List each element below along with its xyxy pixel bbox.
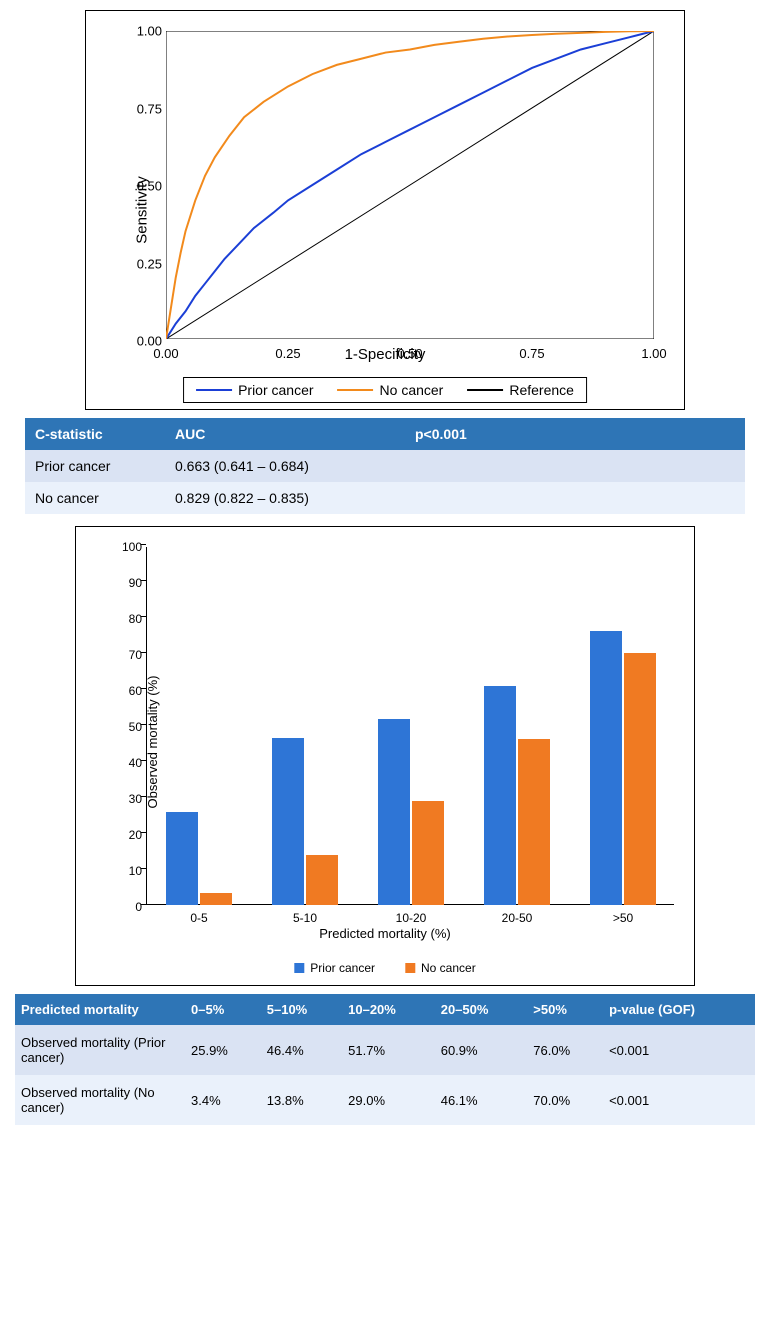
bar-ytick: 90 [114,576,142,590]
roc-xtick: 0.25 [275,346,300,361]
roc-svg [166,31,654,339]
th: >50% [527,994,603,1025]
roc-xtick: 0.75 [519,346,544,361]
roc-xlabel: 1-Specificity [345,346,426,363]
roc-legend: Prior cancer No cancer Reference [183,377,587,403]
square-swatch-icon [294,963,304,973]
cell: Observed mortality (No cancer) [15,1075,185,1125]
th: Predicted mortality [15,994,185,1025]
cell: Observed mortality (Prior cancer) [15,1025,185,1075]
line-swatch-icon [467,389,503,391]
cell: 29.0% [342,1075,435,1125]
bar-legend-nocancer: No cancer [405,961,476,975]
bar-nocancer [518,739,550,905]
bar-category-label: 10-20 [396,911,427,925]
bar-plot-area: 0-55-1010-2020-50>50 [146,547,674,905]
bar-prior [378,719,410,905]
roc-table: C-statistic AUC p<0.001 Prior cancer 0.6… [25,418,745,514]
table-row: Observed mortality (Prior cancer) 25.9% … [15,1025,755,1075]
roc-chart: Sensitivity 0.000.250.500.751.00 0.000.2… [85,10,685,410]
cell: 0.663 (0.641 – 0.684) [165,450,405,482]
roc-plot-area: 0.000.250.500.751.00 [166,31,654,339]
bar-prior [484,686,516,905]
bar-prior [272,738,304,905]
cell: 3.4% [185,1075,261,1125]
bar-category-label: 0-5 [190,911,207,925]
bar-category-label: 5-10 [293,911,317,925]
bar-table: Predicted mortality 0–5% 5–10% 10–20% 20… [15,994,755,1125]
bar-chart: Observed mortality (%) 0-55-1010-2020-50… [75,526,695,986]
legend-nocancer: No cancer [338,382,444,398]
legend-reference: Reference [467,382,574,398]
bar-ytick: 70 [114,648,142,662]
bar-legend-prior: Prior cancer [294,961,375,975]
cell: 60.9% [435,1025,528,1075]
th: 20–50% [435,994,528,1025]
roc-xtick: 1.00 [641,346,666,361]
bar-ytick: 80 [114,612,142,626]
table-row: Observed mortality (No cancer) 3.4% 13.8… [15,1075,755,1125]
cell: 46.4% [261,1025,342,1075]
legend-nocancer-label: No cancer [380,382,444,398]
cell: 76.0% [527,1025,603,1075]
line-swatch-icon [196,389,232,391]
cell: 70.0% [527,1075,603,1125]
bar-prior [166,812,198,905]
roc-ytick: 0.75 [126,101,162,116]
roc-ytick: 0.50 [126,179,162,194]
bar-ytick: 10 [114,864,142,878]
bar-ytick: 20 [114,828,142,842]
cell: 51.7% [342,1025,435,1075]
bar-prior [590,631,622,905]
th: 0–5% [185,994,261,1025]
bar-category-label: 20-50 [502,911,533,925]
cell [405,482,745,514]
th: 10–20% [342,994,435,1025]
bar-legend-prior-label: Prior cancer [310,961,375,975]
cell [405,450,745,482]
cell: 25.9% [185,1025,261,1075]
bar-nocancer [200,893,232,905]
bar-legend: Prior cancer No cancer [294,961,475,975]
bar-ytick: 0 [114,900,142,914]
bar-xlabel: Predicted mortality (%) [319,926,450,941]
roc-ytick: 1.00 [126,24,162,39]
roc-ytick: 0.00 [126,334,162,349]
bar-ytick: 50 [114,720,142,734]
line-swatch-icon [338,389,374,391]
roc-th-auc: AUC [165,418,405,450]
bar-nocancer [412,801,444,905]
th: 5–10% [261,994,342,1025]
bar-ytick: 100 [114,540,142,554]
cell: 0.829 (0.822 – 0.835) [165,482,405,514]
cell: No cancer [25,482,165,514]
cell: Prior cancer [25,450,165,482]
th: p-value (GOF) [603,994,755,1025]
bar-ytick: 40 [114,756,142,770]
bar-legend-nocancer-label: No cancer [421,961,476,975]
table-row: Prior cancer 0.663 (0.641 – 0.684) [25,450,745,482]
bar-ytick: 60 [114,684,142,698]
table-row: No cancer 0.829 (0.822 – 0.835) [25,482,745,514]
bar-nocancer [306,855,338,905]
bar-ytick: 30 [114,792,142,806]
legend-reference-label: Reference [509,382,574,398]
bar-nocancer [624,653,656,905]
bar-category-label: >50 [613,911,633,925]
legend-prior-label: Prior cancer [238,382,313,398]
roc-th-cstat: C-statistic [25,418,165,450]
roc-th-p: p<0.001 [405,418,745,450]
cell: <0.001 [603,1025,755,1075]
cell: <0.001 [603,1075,755,1125]
legend-prior: Prior cancer [196,382,313,398]
roc-ytick: 0.25 [126,256,162,271]
cell: 13.8% [261,1075,342,1125]
square-swatch-icon [405,963,415,973]
cell: 46.1% [435,1075,528,1125]
